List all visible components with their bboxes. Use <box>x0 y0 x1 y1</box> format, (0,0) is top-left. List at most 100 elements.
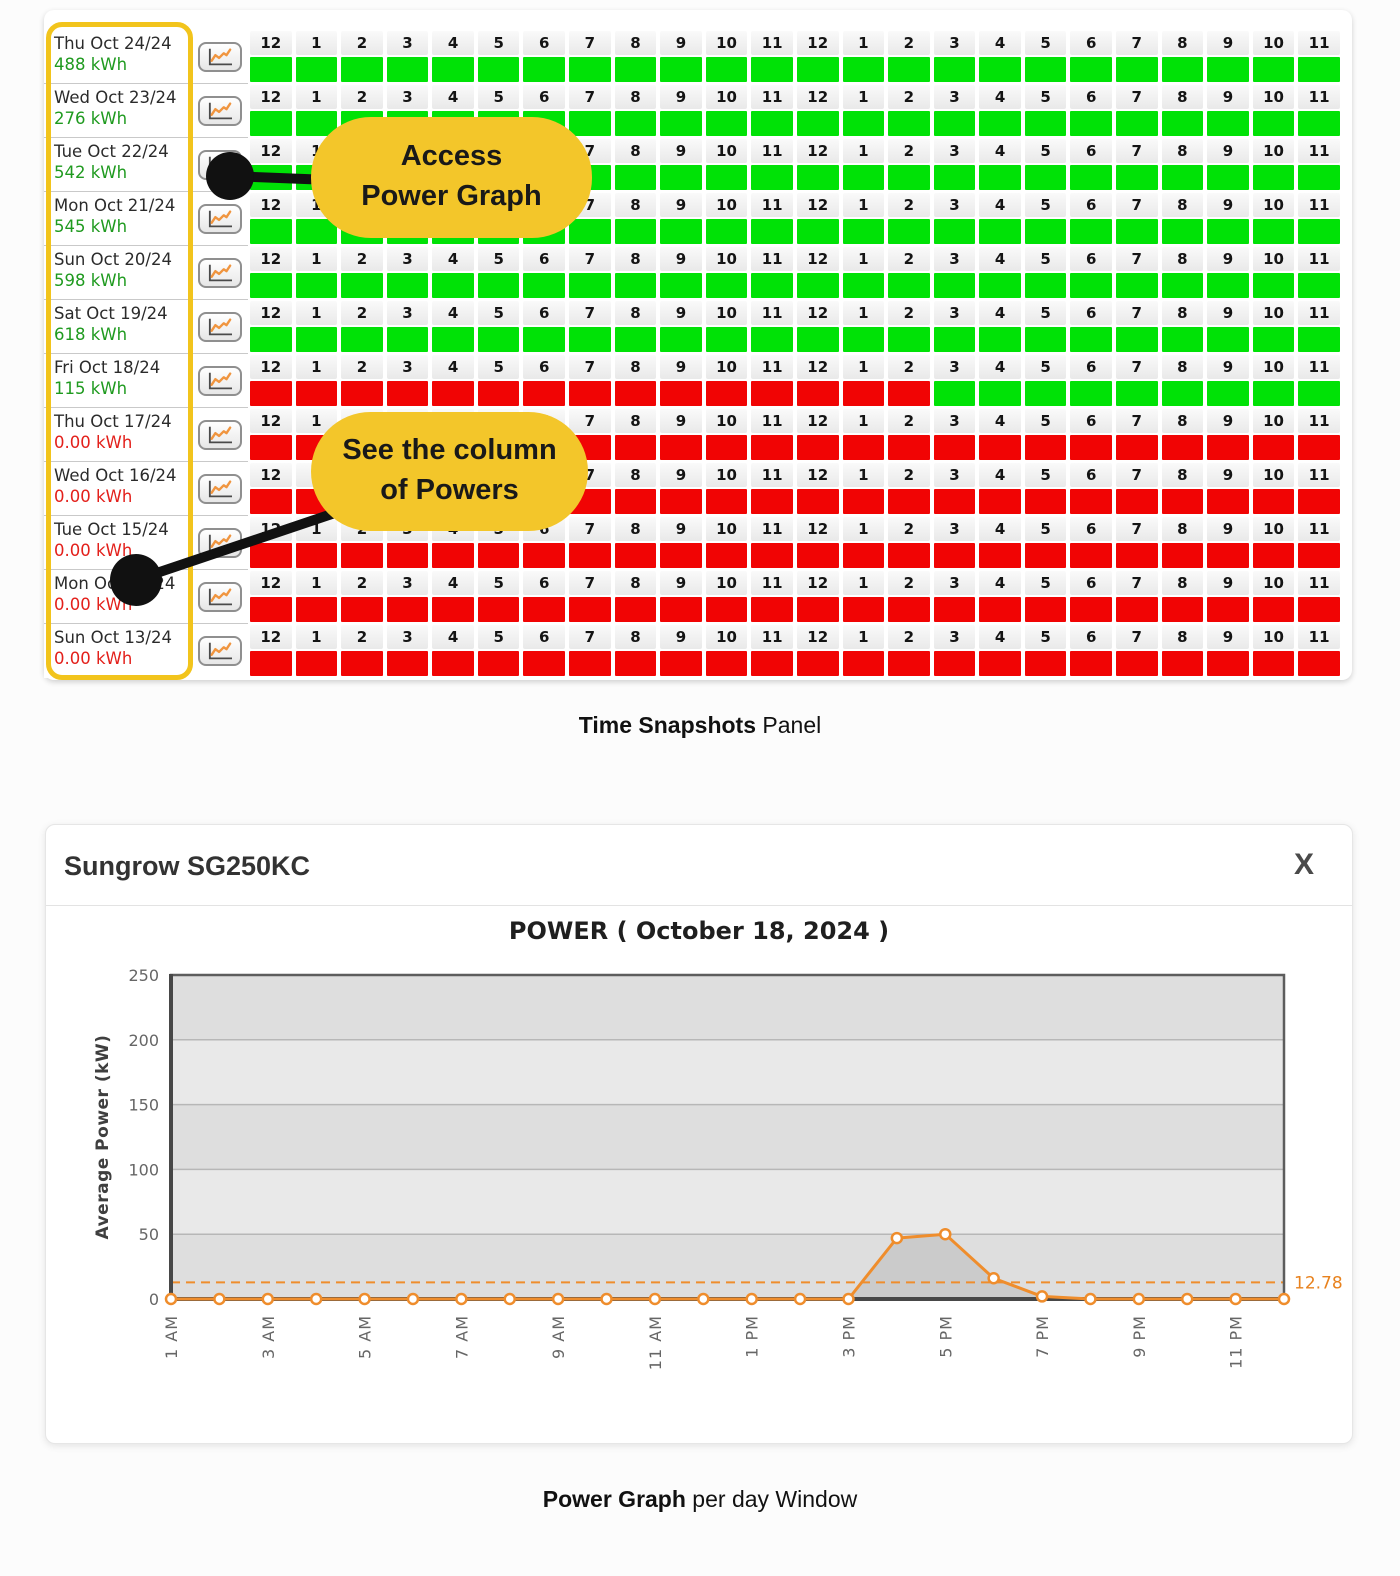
hour-status-cell <box>796 489 839 514</box>
power-graph-button[interactable] <box>198 419 242 450</box>
hour-status-cell <box>1070 57 1112 82</box>
power-graph-button[interactable] <box>198 473 242 504</box>
data-point-marker <box>648 1292 662 1306</box>
hour-label: 1 <box>295 85 338 109</box>
hour-column: 2 <box>886 192 932 246</box>
hour-status-cell <box>614 273 657 298</box>
hour-column: 11 <box>1296 30 1342 84</box>
hour-column: 1 <box>841 84 887 138</box>
hour-status-cell <box>660 219 702 244</box>
hour-column: 2 <box>886 624 932 678</box>
hour-label: 9 <box>1207 463 1249 487</box>
hour-label: 3 <box>386 571 429 595</box>
hour-label: 2 <box>888 31 930 55</box>
hour-status-cell <box>386 57 429 82</box>
hour-column: 12 <box>248 30 294 84</box>
hour-column: 5 <box>476 624 522 678</box>
hour-column: 8 <box>1160 300 1206 354</box>
hour-status-cell <box>569 273 611 298</box>
day-energy: 0.00 kWh <box>54 487 133 506</box>
line-chart-icon <box>208 47 232 65</box>
hour-label: 6 <box>1070 247 1112 271</box>
power-graph-button[interactable] <box>198 581 242 612</box>
hour-status-cell <box>888 381 930 406</box>
hour-status-cell <box>1115 381 1158 406</box>
window-caption-rest: per day Window <box>685 1486 858 1512</box>
hour-label: 1 <box>842 409 885 433</box>
hour-label: 8 <box>1161 301 1204 325</box>
hour-status-cell <box>250 597 292 622</box>
hour-status-cell <box>386 381 429 406</box>
hour-label: 8 <box>614 355 657 379</box>
y-axis-label: Average Power (kW) <box>93 1035 113 1240</box>
hour-label: 12 <box>250 85 292 109</box>
hour-label: 8 <box>1161 193 1204 217</box>
hour-label: 3 <box>386 247 429 271</box>
hour-status-cell <box>660 273 702 298</box>
day-icon-cell <box>192 408 248 461</box>
hour-status-cell <box>933 165 976 190</box>
hour-status-cell <box>1298 327 1340 352</box>
day-row: Wed Oct 23/24 276 kWh 12 1 2 3 4 5 6 7 8 9 10 11 12 1 2 3… <box>44 84 1344 138</box>
power-graph-button[interactable] <box>198 365 242 396</box>
hour-column: 1 <box>841 192 887 246</box>
hour-column: 8 <box>613 408 659 462</box>
day-icon-cell <box>192 354 248 407</box>
power-graph-button[interactable] <box>198 149 242 180</box>
hour-status-cell <box>842 381 885 406</box>
hour-column: 12 <box>795 624 841 678</box>
hour-status-cell <box>523 651 566 676</box>
hour-label: 4 <box>979 85 1021 109</box>
hour-status-cell <box>614 381 657 406</box>
hour-label: 12 <box>250 463 292 487</box>
hour-label: 6 <box>523 247 566 271</box>
hour-status-cell <box>569 597 611 622</box>
power-graph-button[interactable] <box>198 257 242 288</box>
hour-column: 5 <box>1023 354 1069 408</box>
hour-column: 7 <box>1114 570 1160 624</box>
power-graph-button[interactable] <box>198 636 242 666</box>
hour-label: 7 <box>569 571 611 595</box>
hour-status-cell <box>1024 381 1067 406</box>
hour-column: 8 <box>1160 408 1206 462</box>
hour-status-cell <box>614 597 657 622</box>
hour-label: 9 <box>1207 139 1249 163</box>
chart-title: POWER ( October 18, 2024 ) <box>508 917 890 945</box>
hour-column: 2 <box>886 408 932 462</box>
power-graph-button[interactable] <box>198 41 242 72</box>
hour-status-cell <box>432 651 474 676</box>
hour-column: 12 <box>795 300 841 354</box>
hour-column: 11 <box>749 354 795 408</box>
hour-label: 4 <box>432 31 474 55</box>
hour-status-cell <box>569 543 611 568</box>
hour-status-cell <box>614 435 657 460</box>
close-button[interactable]: X <box>1288 849 1320 881</box>
x-tick-label: 5 PM <box>936 1315 955 1358</box>
data-point-marker <box>1180 1292 1194 1306</box>
hour-label: 6 <box>523 85 566 109</box>
hour-column: 7 <box>1114 138 1160 192</box>
day-energy: 0.00 kWh <box>54 649 133 668</box>
power-graph-button[interactable] <box>198 527 242 558</box>
x-tick-label: 11 PM <box>1227 1315 1246 1369</box>
power-graph-button[interactable] <box>198 95 242 126</box>
hour-label: 6 <box>1070 571 1112 595</box>
hour-label: 3 <box>933 193 976 217</box>
hour-label: 12 <box>796 571 839 595</box>
power-graph-button[interactable] <box>198 203 242 234</box>
hour-label: 5 <box>1024 31 1067 55</box>
hour-label: 6 <box>1070 301 1112 325</box>
hour-label: 7 <box>1115 139 1158 163</box>
hour-column: 12 <box>795 408 841 462</box>
hour-label: 10 <box>705 409 748 433</box>
hour-label: 5 <box>1024 571 1067 595</box>
hour-column: 9 <box>1205 84 1251 138</box>
hour-label: 11 <box>1298 463 1340 487</box>
hour-label: 5 <box>477 247 520 271</box>
power-graph-button[interactable] <box>198 311 242 342</box>
day-left-columns: Sun Oct 20/24 598 kWh <box>44 246 248 300</box>
hour-label: 12 <box>250 517 292 541</box>
x-tick-label: 1 PM <box>743 1315 762 1358</box>
